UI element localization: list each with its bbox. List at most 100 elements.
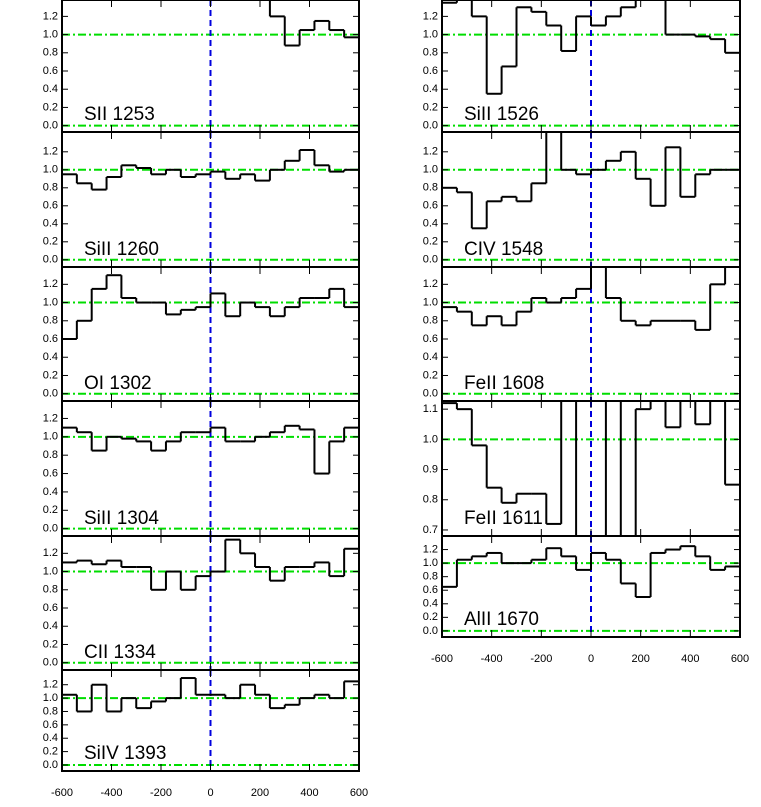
y-tick-label: 1.0 bbox=[43, 431, 58, 443]
y-tick-label: 0.0 bbox=[423, 625, 438, 637]
y-tick-label: 0.6 bbox=[43, 65, 58, 77]
y-tick-label: 0.4 bbox=[43, 620, 58, 632]
y-tick-label: 0.6 bbox=[423, 584, 438, 596]
line-label: SiII 1526 bbox=[464, 104, 539, 125]
y-tick-label: 1.2 bbox=[43, 278, 58, 290]
panel: 0.0 0.2 0.4 0.6 0.8 1.0 1.2 CII 1334 bbox=[43, 535, 360, 671]
y-tick-label: 0.8 bbox=[43, 584, 58, 596]
y-tick-label: 1.0 bbox=[43, 692, 58, 704]
y-tick-label: 1.0 bbox=[423, 557, 438, 569]
x-tick-label: 600 bbox=[731, 653, 749, 665]
y-tick-label: 0.0 bbox=[423, 254, 438, 266]
line-label: CII 1334 bbox=[84, 642, 156, 663]
line-label: SII 1253 bbox=[84, 104, 155, 125]
y-tick-label: 0.2 bbox=[43, 638, 58, 650]
y-tick-label: 0.2 bbox=[423, 236, 438, 248]
y-tick-label: 0.4 bbox=[423, 83, 438, 95]
panel: 0.0 0.2 0.4 0.6 0.8 1.0 1.2 CIV 1548 bbox=[423, 131, 741, 268]
line-label: SiII 1260 bbox=[84, 239, 159, 260]
plot-area bbox=[62, 401, 359, 536]
y-tick-label: 0.0 bbox=[43, 657, 58, 669]
y-tick-label: 0.8 bbox=[423, 182, 438, 194]
y-tick-label: 1.0 bbox=[43, 28, 58, 40]
y-tick-label: 1.2 bbox=[43, 10, 58, 22]
y-tick-label: 1.2 bbox=[423, 543, 438, 555]
line-label: SiII 1304 bbox=[84, 508, 159, 529]
y-tick-label: 0.8 bbox=[43, 315, 58, 327]
plot-area bbox=[62, 536, 359, 670]
y-tick-label: 1.2 bbox=[43, 412, 58, 424]
y-tick-label: 0.6 bbox=[43, 200, 58, 212]
y-tick-label: 1.0 bbox=[43, 296, 58, 308]
y-tick-label: 0.0 bbox=[423, 120, 438, 132]
y-tick-label: 1.2 bbox=[423, 10, 438, 22]
y-tick-label: 0.0 bbox=[43, 523, 58, 535]
y-tick-label: 1.0 bbox=[423, 28, 438, 40]
y-tick-label: 0.8 bbox=[43, 182, 58, 194]
line-label: FeII 1611 bbox=[464, 508, 543, 529]
x-tick-label: 0 bbox=[588, 653, 594, 665]
y-tick-label: 1.1 bbox=[423, 403, 438, 415]
y-tick-label: 0.0 bbox=[43, 388, 58, 400]
y-tick-label: 0.6 bbox=[423, 200, 438, 212]
line-label: OI 1302 bbox=[84, 373, 152, 394]
y-tick-label: 0.6 bbox=[423, 333, 438, 345]
x-tick-label: 200 bbox=[631, 653, 649, 665]
y-tick-label: 0.4 bbox=[423, 218, 438, 230]
y-tick-label: 0.6 bbox=[43, 602, 58, 614]
y-tick-label: 0.0 bbox=[43, 254, 58, 266]
x-tick-label: -400 bbox=[100, 787, 122, 799]
y-tick-label: 0.0 bbox=[423, 388, 438, 400]
panel: 0.0 0.2 0.4 0.6 0.8 1.0 1.2 OI 1302 bbox=[43, 266, 360, 402]
y-tick-label: 0.2 bbox=[43, 236, 58, 248]
y-tick-label: 1.0 bbox=[423, 164, 438, 176]
y-tick-label: 0.8 bbox=[43, 449, 58, 461]
plot-area bbox=[442, 401, 740, 536]
y-tick-label: 0.8 bbox=[423, 315, 438, 327]
panel: 0.7 0.8 0.9 1.0 1.1 FeII 1611 bbox=[423, 400, 741, 537]
y-tick-label: 1.2 bbox=[43, 146, 58, 158]
y-tick-label: 0.6 bbox=[43, 333, 58, 345]
x-tick-label: -200 bbox=[530, 653, 552, 665]
y-tick-label: 0.4 bbox=[43, 83, 58, 95]
line-label: SiIV 1393 bbox=[84, 743, 166, 764]
y-tick-label: 0.2 bbox=[43, 101, 58, 113]
panel: 0.00.20.40.60.81.01.2-600 -400 -200 0 200 400… bbox=[423, 535, 749, 665]
x-tick-label: 400 bbox=[300, 787, 318, 799]
x-tick-label: 200 bbox=[251, 787, 269, 799]
y-tick-label: 0.6 bbox=[43, 719, 58, 731]
y-tick-label: 0.8 bbox=[423, 47, 438, 59]
y-tick-label: 0.6 bbox=[43, 467, 58, 479]
y-tick-label: 1.0 bbox=[43, 565, 58, 577]
y-tick-label: 0.2 bbox=[423, 101, 438, 113]
y-tick-label: 1.2 bbox=[423, 146, 438, 158]
y-tick-label: 0.4 bbox=[43, 486, 58, 498]
y-tick-label: 1.2 bbox=[43, 679, 58, 691]
y-tick-label: 0.6 bbox=[423, 65, 438, 77]
plot-area bbox=[62, 267, 359, 401]
y-tick-label: 0.7 bbox=[423, 524, 438, 536]
y-tick-label: 0.9 bbox=[423, 463, 438, 475]
plot-area bbox=[62, 132, 359, 267]
panel: 0.0 0.2 0.4 0.6 0.8 1.0 1.2 SiII 1260 bbox=[43, 131, 360, 268]
y-tick-label: 0.4 bbox=[43, 351, 58, 363]
y-tick-label: 0.4 bbox=[43, 218, 58, 230]
x-tick-label: -200 bbox=[150, 787, 172, 799]
line-label: FeII 1608 bbox=[464, 373, 544, 394]
y-tick-label: 1.2 bbox=[423, 278, 438, 290]
line-label: AlII 1670 bbox=[464, 609, 539, 630]
x-tick-label: 600 bbox=[350, 787, 368, 799]
y-tick-label: 0.2 bbox=[43, 746, 58, 758]
y-tick-label: 0.2 bbox=[423, 611, 438, 623]
y-tick-label: 0.2 bbox=[423, 369, 438, 381]
panel: 0.00.20.40.60.81.01.2-600 -400 -200 0 200 400… bbox=[43, 669, 368, 799]
panel: 0.0 0.2 0.4 0.6 0.8 1.0 1.2 SiII 1304 bbox=[43, 400, 360, 537]
y-tick-label: 0.0 bbox=[43, 120, 58, 132]
y-tick-label: 0.4 bbox=[423, 351, 438, 363]
y-tick-label: 0.2 bbox=[43, 369, 58, 381]
panel: 0.0 0.2 0.4 0.6 0.8 1.0 1.2 FeII 1608 bbox=[423, 266, 741, 402]
y-tick-label: 1.2 bbox=[43, 547, 58, 559]
y-tick-label: 0.8 bbox=[423, 494, 438, 506]
x-tick-label: -400 bbox=[481, 653, 503, 665]
